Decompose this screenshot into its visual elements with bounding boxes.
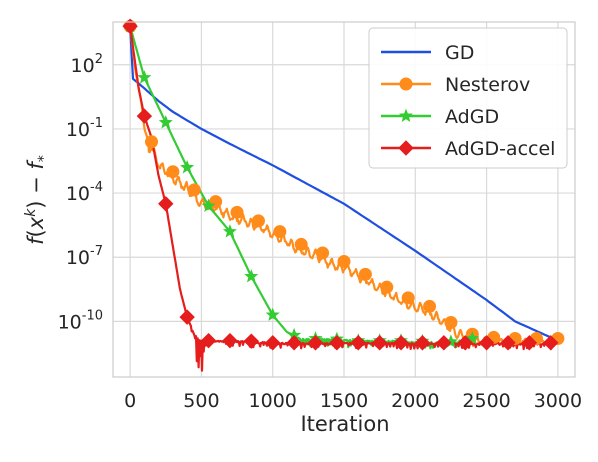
markers-nesterov (123, 19, 565, 346)
x-tick-labels: 0 500 1000 1500 2000 2500 3000 (124, 390, 582, 412)
star-marker (201, 198, 216, 212)
diamond-marker (521, 335, 538, 351)
diamond-marker (350, 335, 366, 351)
y-tick-label: 10-7 (66, 244, 103, 269)
y-tick-label: 10-10 (58, 308, 103, 333)
diamond-marker (500, 335, 516, 351)
diamond-marker (264, 335, 281, 351)
markers-adgd-accel (122, 18, 559, 351)
star-marker (158, 115, 173, 129)
circle-marker (358, 267, 372, 281)
x-tick-label: 2500 (462, 390, 510, 412)
circle-marker (337, 255, 351, 269)
legend-label: Nesterov (445, 74, 530, 96)
x-tick-label: 2000 (391, 390, 439, 412)
y-tick-label: 10-1 (66, 116, 103, 141)
star-marker (137, 70, 152, 84)
diamond-marker (398, 140, 414, 156)
legend-item-adgd: AdGD (381, 106, 499, 128)
circle-marker (166, 165, 180, 179)
x-tick-label: 1000 (249, 390, 297, 412)
legend-item-adgd-accel: AdGD-accel (381, 138, 555, 160)
diamond-marker (478, 335, 495, 351)
star-marker (244, 269, 259, 283)
x-tick-label: 0 (124, 390, 136, 412)
series-line-gd (129, 26, 559, 342)
diamond-marker (286, 335, 302, 351)
legend-item-gd: GD (381, 42, 474, 64)
star-marker (180, 160, 195, 174)
circle-marker (273, 225, 287, 239)
x-axis-title: Iteration (300, 412, 389, 436)
circle-marker (380, 280, 394, 294)
diamond-marker (543, 335, 559, 351)
diamond-marker (436, 335, 452, 351)
marker-layer (122, 18, 565, 351)
circle-marker (187, 183, 201, 197)
legend-label: AdGD (445, 106, 499, 128)
legend-box (368, 27, 568, 169)
x-tick-label: 3000 (534, 390, 582, 412)
circle-marker (423, 299, 437, 313)
circle-marker (444, 315, 458, 329)
star-marker (265, 307, 280, 321)
diamond-marker (179, 309, 195, 325)
x-tick-label: 500 (183, 390, 219, 412)
diamond-marker (243, 333, 260, 349)
star-marker (465, 331, 480, 345)
diamond-marker (222, 332, 238, 349)
diamond-marker (414, 335, 431, 351)
plot-frame (112, 21, 576, 378)
y-axis-title: f(xk) − f* (23, 155, 52, 245)
y-tick-label: 102 (71, 52, 103, 77)
svg-text:f(xk) − f*: f(xk) − f* (23, 155, 52, 245)
circle-marker (316, 246, 330, 260)
circle-marker (251, 214, 265, 228)
diamond-marker (200, 332, 217, 349)
diamond-marker (136, 108, 153, 124)
circle-marker (230, 205, 244, 219)
x-tick-label: 1500 (320, 390, 368, 412)
diamond-marker (307, 335, 324, 351)
diamond-marker (158, 196, 174, 212)
y-tick-labels: 102 10-1 10-4 10-7 10-10 (58, 52, 103, 334)
legend-item-nesterov: Nesterov (381, 74, 530, 96)
circle-marker (401, 291, 415, 305)
star-marker (222, 224, 237, 238)
diamond-marker (457, 335, 473, 351)
legend-label: GD (445, 42, 474, 64)
diamond-marker (122, 18, 138, 34)
circle-marker (294, 237, 308, 251)
legend: GD Nesterov AdGD AdGD-accel (368, 27, 568, 169)
diamond-marker (393, 335, 409, 351)
diamond-marker (329, 335, 345, 351)
y-tick-label: 10-4 (66, 180, 103, 205)
circle-marker (399, 77, 413, 91)
diamond-marker (371, 335, 388, 351)
star-marker (399, 108, 413, 123)
circle-marker (145, 135, 158, 149)
legend-label: AdGD-accel (445, 138, 555, 160)
